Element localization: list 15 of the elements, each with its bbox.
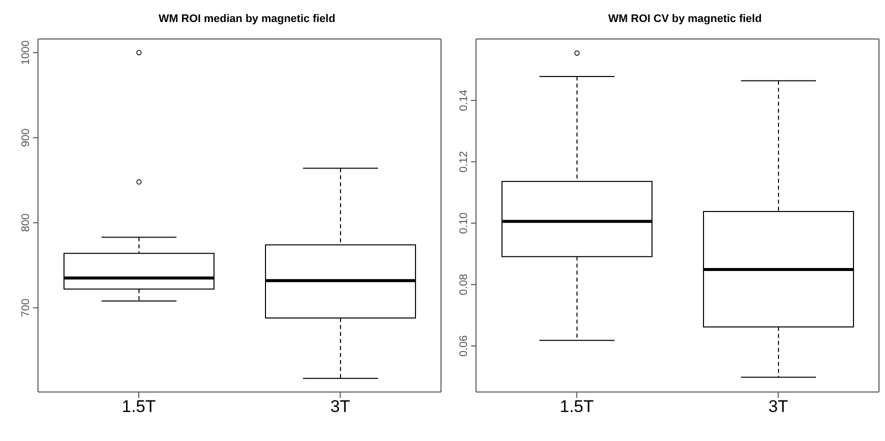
y-tick-label: 1000	[20, 40, 32, 65]
x-tick-label: 3T	[768, 397, 788, 416]
y-tick-label: 0.08	[458, 274, 470, 296]
x-tick-label: 1.5T	[560, 397, 594, 416]
y-tick-label: 800	[20, 214, 32, 232]
y-tick-label: 0.10	[458, 212, 470, 234]
y-tick-label: 700	[20, 298, 32, 317]
x-tick-label: 1.5T	[122, 397, 156, 416]
y-tick-label: 900	[20, 128, 32, 147]
chart-title: WM ROI median by magnetic field	[158, 12, 336, 27]
y-tick-label: 0.14	[458, 90, 470, 112]
y-tick-label: 0.12	[458, 151, 470, 172]
y-tick-label: 0.06	[458, 335, 470, 357]
x-tick-label: 3T	[330, 397, 350, 416]
chart-title: WM ROI CV by magnetic field	[607, 12, 763, 27]
